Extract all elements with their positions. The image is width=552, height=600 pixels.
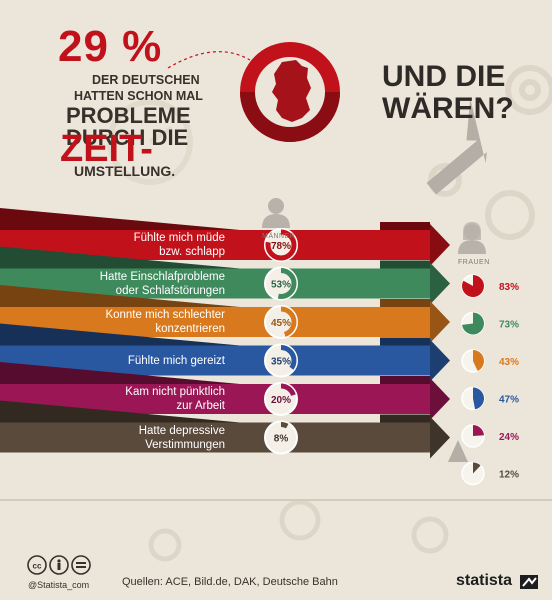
category-label-line: Hatte depressive (138, 424, 225, 437)
women-pie-value (462, 312, 485, 335)
men-ring-value (265, 306, 297, 338)
svg-text:cc: cc (33, 562, 42, 571)
cc-icon (27, 555, 47, 575)
men-ring-value (265, 268, 297, 299)
ribbon-arrow-icon (430, 416, 450, 459)
women-pie-value (473, 462, 481, 474)
ribbon-fold-right (380, 376, 430, 384)
headline-line4: DURCH DIE (66, 125, 189, 150)
ribbon-arrow-icon (430, 224, 450, 266)
germany-map-icon (272, 60, 311, 122)
category-label-line: oder Schlafstörungen (115, 284, 225, 297)
category-label-line: Kam nicht pünktlich (125, 386, 225, 398)
category-label-line: Fühlte mich gereizt (127, 354, 225, 367)
man-icon (262, 198, 290, 228)
men-ring-value (265, 422, 297, 453)
question-line1: UND DIE (382, 60, 506, 93)
women-value-label: 43% (499, 357, 519, 368)
dashed-connector (167, 51, 251, 69)
women-label: FRAUEN (458, 259, 490, 266)
category-label-line: konzentrieren (155, 323, 225, 335)
category-label: Fühlte mich gereizt (20, 354, 225, 368)
women-value-label: 73% (499, 320, 519, 331)
category-label-line: bzw. schlapp (159, 246, 225, 258)
men-label: MÄNNER (262, 233, 296, 240)
nd-icon (71, 555, 91, 575)
up-arrow-icon (448, 440, 468, 462)
men-value-label: 45% (271, 318, 291, 329)
ribbon-fold-right (380, 414, 430, 423)
headline-percent: 29 % (58, 22, 163, 71)
sources: Quellen: ACE, Bild.de, DAK, Deutsche Bah… (122, 576, 338, 588)
license-icons: cc (27, 555, 91, 575)
men-ring-bg (264, 420, 298, 455)
headline-line6: UMSTELLUNG. (74, 163, 176, 179)
category-label-line: Verstimmungen (145, 438, 225, 451)
category-label-line: zur Arbeit (176, 400, 225, 412)
men-ring-value (265, 345, 297, 376)
down-left-arrow-icon (426, 98, 487, 195)
ribbon-arrow-icon (430, 262, 450, 305)
ribbon-fold-right (380, 222, 430, 230)
ribbon-arrow-icon (430, 339, 450, 382)
question-line2: WÄREN? (382, 92, 514, 125)
by-icon (49, 555, 69, 575)
headline-line5: ZEIT- (60, 128, 153, 170)
men-ring-value (265, 229, 297, 261)
statista-logo-mark-icon (520, 574, 539, 589)
men-ring-value (265, 383, 297, 415)
woman-icon (458, 222, 486, 254)
category-label-line: Fühlte mich müde (133, 232, 225, 244)
clock-icon (107, 99, 193, 185)
statista-wordmark: statista (456, 572, 513, 589)
gear-icon-bottom (148, 499, 449, 562)
category-label: Fühlte mich müde bzw. schlapp (20, 231, 225, 259)
men-value-label: 53% (271, 280, 291, 291)
category-label: Kam nicht pünktlich zur Arbeit (20, 385, 225, 413)
men-value-label: 8% (274, 434, 289, 445)
women-value-label: 24% (499, 432, 519, 443)
category-label: Hatte Einschlafprobleme oder Schlafstörun… (20, 270, 225, 298)
women-pie-value (473, 387, 485, 410)
ribbon-band (0, 422, 240, 453)
ribbon-fold-right (380, 337, 430, 346)
men-value-label: 20% (271, 395, 291, 406)
men-value-label: 35% (271, 357, 291, 368)
women-pie-value (461, 275, 484, 297)
category-label-line: Hatte Einschlafprobleme (99, 270, 225, 283)
category-label: Hatte depressive Verstimmungen (20, 424, 225, 452)
statista-handle: @Statista_com (28, 580, 90, 590)
women-value-label: 12% (499, 470, 519, 481)
category-label: Konnte mich schlechter konzentrieren (20, 308, 225, 336)
headline-line1: DER DEUTSCHEN (92, 73, 200, 87)
statista-logo: statista (456, 572, 539, 590)
germany-badge (240, 42, 340, 142)
gear-icon-top-right (505, 65, 552, 115)
women-pie-value (473, 350, 484, 371)
ribbon-arrow-icon (430, 301, 450, 343)
category-label-line: Konnte mich schlechter (105, 309, 225, 321)
women-pie-value (473, 425, 484, 436)
women-value-label: 47% (499, 395, 519, 406)
men-value-label: 78% (271, 241, 291, 252)
headline-line2: HATTEN SCHON MAL (74, 89, 203, 103)
headline-line3: PROBLEME (66, 103, 191, 128)
women-value-label: 83% (499, 282, 519, 293)
ribbon-arrow-icon (430, 378, 450, 420)
ribbon-fold-right (380, 299, 430, 307)
ribbon-fold-right (380, 260, 430, 269)
